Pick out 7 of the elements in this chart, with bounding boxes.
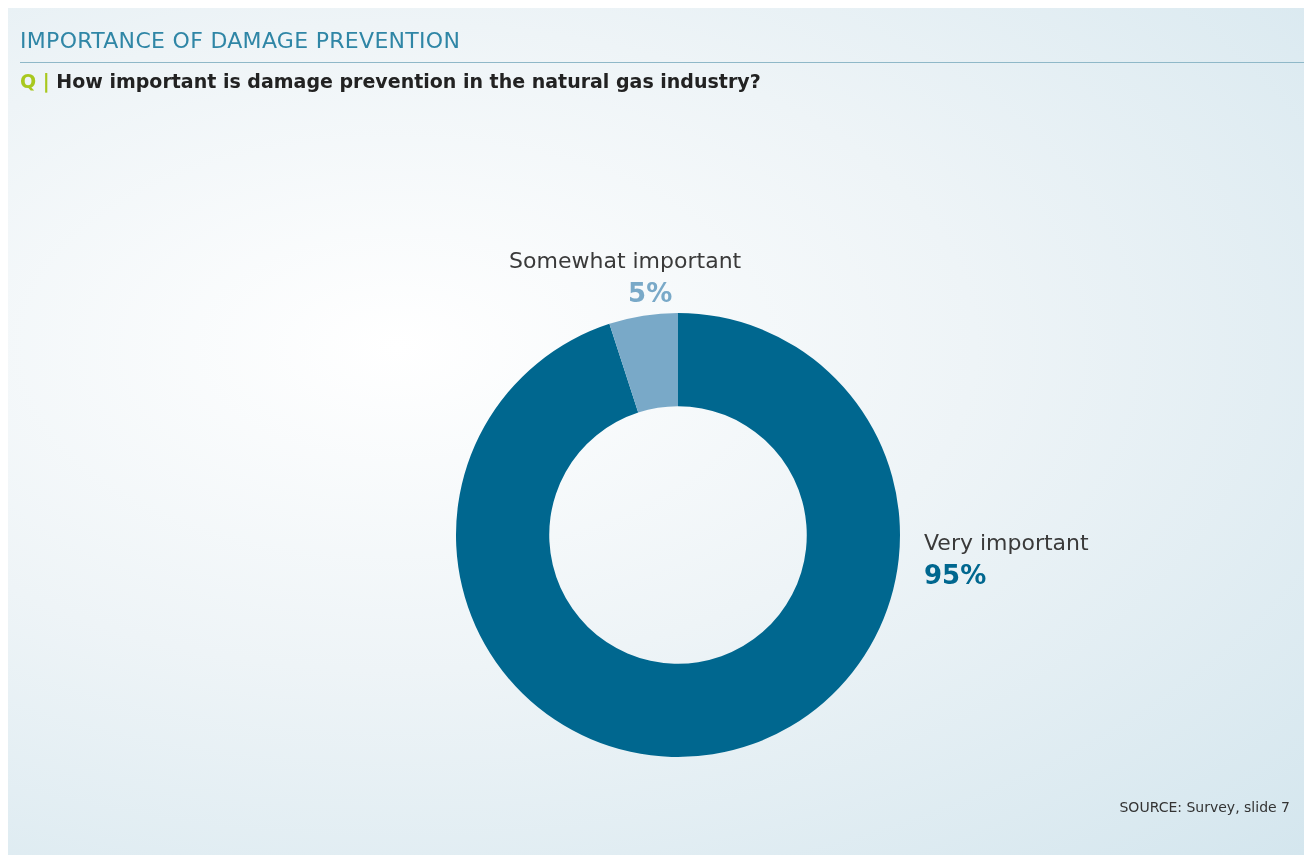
data-label: 95% bbox=[924, 560, 987, 590]
slice-label: Very important bbox=[924, 530, 1089, 555]
text: IMPORTANCE OF DAMAGE PREVENTION bbox=[20, 28, 461, 53]
chart-subtitle: Q | How important is damage prevention in the natural gas industry? bbox=[20, 70, 761, 92]
data-label: 5% bbox=[628, 277, 673, 308]
source-note: SOURCE: Survey, slide 7 bbox=[1119, 799, 1290, 815]
slice-label: Somewhat important bbox=[509, 247, 742, 273]
